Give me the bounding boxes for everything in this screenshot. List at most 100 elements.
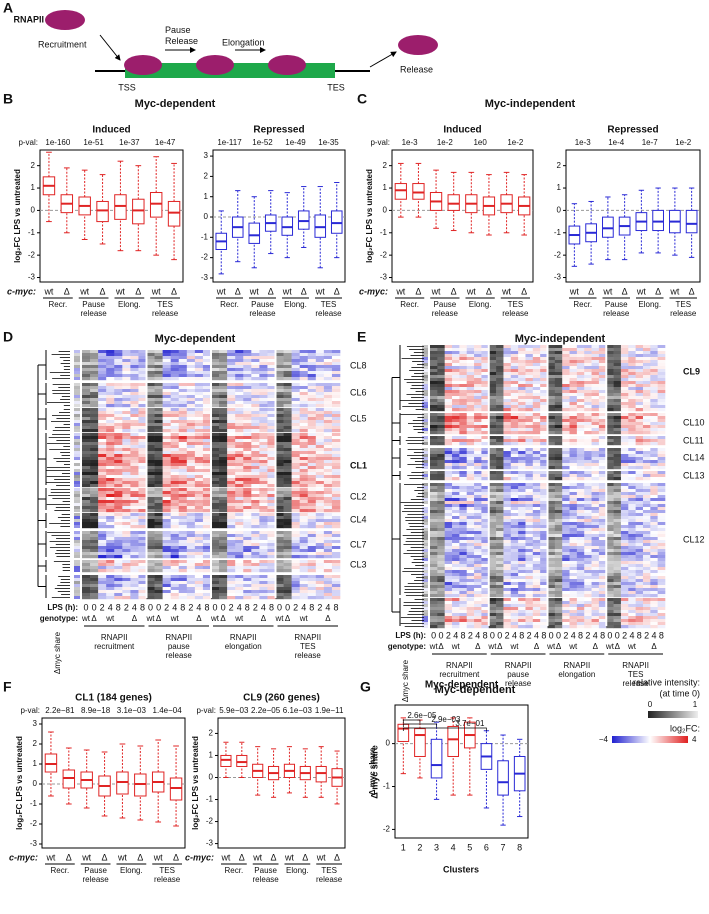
heat-cell (235, 442, 244, 446)
heat-cell (628, 357, 636, 361)
heat-cell (430, 466, 438, 470)
heat-cell (562, 498, 570, 502)
heat-cell (323, 420, 333, 424)
heat-cell (186, 481, 196, 485)
share-cell (74, 426, 80, 429)
heat-cell (146, 478, 155, 482)
heat-cell (569, 477, 578, 481)
heat-cell (114, 566, 123, 570)
heat-cell (606, 378, 614, 382)
heat-cell (562, 507, 570, 511)
heat-cell (251, 516, 260, 520)
heat-cell (569, 360, 578, 364)
heat-cell (202, 560, 212, 564)
heat-cell (613, 510, 622, 514)
heat-cell (98, 417, 107, 421)
heat-cell (620, 357, 629, 361)
heat-cell (170, 368, 180, 372)
heat-cell (606, 345, 614, 349)
heat-cell (532, 431, 541, 435)
heat-cell (452, 360, 460, 364)
heat-cell (259, 429, 268, 433)
heat-cell (98, 395, 107, 399)
heat-cell (474, 405, 482, 409)
heat-cell (138, 356, 147, 360)
heat-cell (525, 369, 534, 373)
heat-cell (219, 578, 228, 582)
heat-cell (554, 419, 563, 423)
heat-cell (243, 411, 252, 415)
heat-cell (562, 396, 570, 400)
heat-cell (598, 416, 607, 420)
p-value: 1e-3 (402, 138, 419, 147)
heat-cell (496, 413, 504, 417)
lps-label: 4 (237, 602, 242, 612)
heat-cell (194, 408, 204, 412)
heat-cell (211, 445, 220, 449)
group-label: Pause release (432, 300, 459, 318)
heat-cell (178, 436, 188, 440)
heat-cell (307, 371, 317, 375)
heat-cell (82, 463, 91, 467)
heat-cell (315, 398, 325, 402)
heat-cell (459, 425, 468, 429)
heat-cell (283, 454, 292, 458)
heat-cell (591, 442, 600, 446)
heat-cell (657, 375, 666, 379)
heat-cell (459, 363, 468, 367)
heat-cell (202, 584, 212, 588)
heat-cell (628, 402, 636, 406)
heat-cell (194, 466, 204, 470)
heat-cell (598, 393, 607, 397)
heat-cell (235, 386, 244, 390)
heat-cell (532, 489, 541, 493)
heat-cell (219, 362, 228, 366)
heat-cell (251, 374, 260, 378)
heat-cell (251, 408, 260, 412)
heat-cell (606, 460, 614, 464)
heat-cell (635, 460, 644, 464)
heat-cell (219, 395, 228, 399)
heat-cell (525, 393, 534, 397)
heat-cell (138, 506, 147, 510)
heat-cell (481, 501, 490, 505)
heat-cell (518, 384, 526, 388)
heat-cell (331, 552, 341, 556)
heat-cell (202, 569, 212, 573)
heat-cell (122, 534, 131, 538)
heat-cell (620, 454, 629, 458)
heat-cell (525, 504, 534, 508)
heat-cell (540, 471, 548, 475)
heat-cell (430, 504, 438, 508)
heat-cell (130, 448, 139, 452)
p-value-label: p-val: (18, 138, 38, 147)
heat-cell (251, 439, 260, 443)
heat-cell (474, 390, 482, 394)
heat-cell (211, 497, 220, 501)
heat-cell (503, 436, 512, 440)
heat-cell (162, 423, 171, 427)
p-value: 1e-160 (45, 138, 70, 147)
heat-cell (243, 525, 252, 529)
heat-cell (503, 405, 512, 409)
heat-cell (275, 362, 284, 366)
heat-cell (576, 378, 585, 382)
heat-cell (576, 516, 585, 520)
heat-cell (259, 414, 268, 418)
heat-cell (628, 436, 636, 440)
heat-cell (138, 596, 147, 600)
heat-cell (474, 483, 482, 487)
heat-cell (452, 486, 460, 490)
heat-cell (178, 525, 188, 529)
heat-cell (243, 389, 252, 393)
heat-cell (532, 474, 541, 478)
heat-cell (635, 399, 644, 403)
heat-cell (650, 504, 658, 508)
heat-cell (299, 457, 309, 461)
heat-cell (569, 422, 578, 426)
heat-cell (130, 445, 139, 449)
heat-cell (437, 516, 445, 520)
heat-cell (251, 587, 260, 591)
heat-cell (283, 584, 292, 588)
heat-cell (90, 365, 99, 369)
